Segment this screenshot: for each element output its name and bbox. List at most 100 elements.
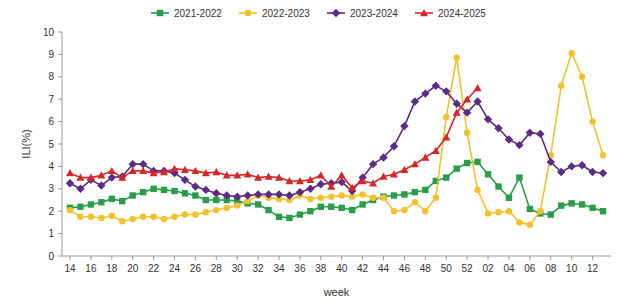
- x-tick-label: 32: [253, 263, 265, 274]
- point: [453, 55, 459, 61]
- point: [76, 185, 84, 193]
- point: [328, 204, 334, 210]
- point: [380, 195, 386, 201]
- point: [379, 153, 387, 161]
- point: [391, 192, 397, 198]
- x-tick-label: 52: [462, 263, 474, 274]
- point: [317, 171, 325, 178]
- point: [130, 192, 136, 198]
- point: [485, 171, 491, 177]
- y-tick-label: 2: [48, 206, 54, 217]
- x-tick-label: 08: [545, 263, 557, 274]
- legend-marker: [420, 9, 428, 16]
- x-tick-label: 36: [294, 263, 306, 274]
- point: [192, 192, 198, 198]
- point: [307, 196, 313, 202]
- point: [139, 167, 147, 174]
- point: [191, 182, 199, 190]
- x-tick: [174, 256, 175, 260]
- point: [338, 171, 346, 178]
- point: [548, 211, 554, 217]
- point: [369, 160, 377, 168]
- point: [182, 211, 188, 217]
- point: [108, 167, 116, 174]
- point: [359, 191, 365, 197]
- point: [339, 192, 345, 198]
- point: [296, 188, 304, 196]
- legend-marker: [245, 10, 251, 16]
- point: [400, 122, 408, 130]
- point: [161, 216, 167, 222]
- x-tick-label: 14: [64, 263, 76, 274]
- point: [600, 208, 606, 214]
- x-tick-label: 18: [106, 263, 118, 274]
- point: [192, 211, 198, 217]
- point: [422, 208, 428, 214]
- point: [485, 210, 491, 216]
- point: [412, 199, 418, 205]
- point: [191, 167, 199, 174]
- y-tick-label: 0: [48, 251, 54, 262]
- point: [464, 160, 470, 166]
- point: [391, 208, 397, 214]
- x-tick: [279, 256, 280, 260]
- point: [526, 129, 534, 137]
- point: [589, 118, 595, 124]
- point: [77, 204, 83, 210]
- legend-label: 2022-2023: [262, 8, 310, 19]
- point: [317, 180, 325, 188]
- x-tick-label: 34: [273, 263, 285, 274]
- y-axis-title: ILI(%): [20, 129, 32, 158]
- point: [369, 179, 377, 186]
- y-tick: [58, 76, 62, 77]
- point: [97, 181, 105, 189]
- point: [223, 191, 231, 199]
- point: [557, 168, 565, 176]
- x-tick: [111, 256, 112, 260]
- point: [558, 202, 564, 208]
- point: [182, 190, 188, 196]
- point: [401, 207, 407, 213]
- point: [224, 205, 230, 211]
- point: [254, 190, 262, 198]
- point: [203, 197, 209, 203]
- x-axis-title: week: [323, 286, 350, 298]
- point: [223, 171, 231, 178]
- x-tick: [258, 256, 259, 260]
- point: [494, 124, 502, 132]
- point: [66, 179, 74, 187]
- y-tick-label: 7: [48, 94, 54, 105]
- x-tick: [592, 256, 593, 260]
- point: [453, 109, 461, 116]
- point: [150, 186, 156, 192]
- y-tick: [58, 99, 62, 100]
- point: [297, 211, 303, 217]
- point: [88, 201, 94, 207]
- x-tick-label: 24: [169, 263, 181, 274]
- point: [536, 130, 544, 138]
- x-tick-label: 22: [148, 263, 160, 274]
- x-tick: [341, 256, 342, 260]
- series: [67, 50, 606, 228]
- point: [579, 74, 585, 80]
- point: [171, 214, 177, 220]
- point: [516, 219, 522, 225]
- point: [212, 168, 220, 175]
- point: [568, 200, 574, 206]
- point: [109, 196, 115, 202]
- x-tick-label: 06: [524, 263, 536, 274]
- point: [66, 169, 74, 176]
- x-tick-label: 46: [399, 263, 411, 274]
- y-tick: [58, 256, 62, 257]
- x-tick: [320, 256, 321, 260]
- x-tick: [153, 256, 154, 260]
- point: [87, 174, 95, 181]
- point: [432, 147, 440, 154]
- legend-label: 2021-2022: [174, 8, 222, 19]
- point: [453, 165, 459, 171]
- point: [76, 174, 84, 181]
- point: [484, 115, 492, 123]
- x-tick-label: 28: [211, 263, 223, 274]
- point: [463, 108, 471, 116]
- legend-label: 2024-2025: [438, 8, 486, 19]
